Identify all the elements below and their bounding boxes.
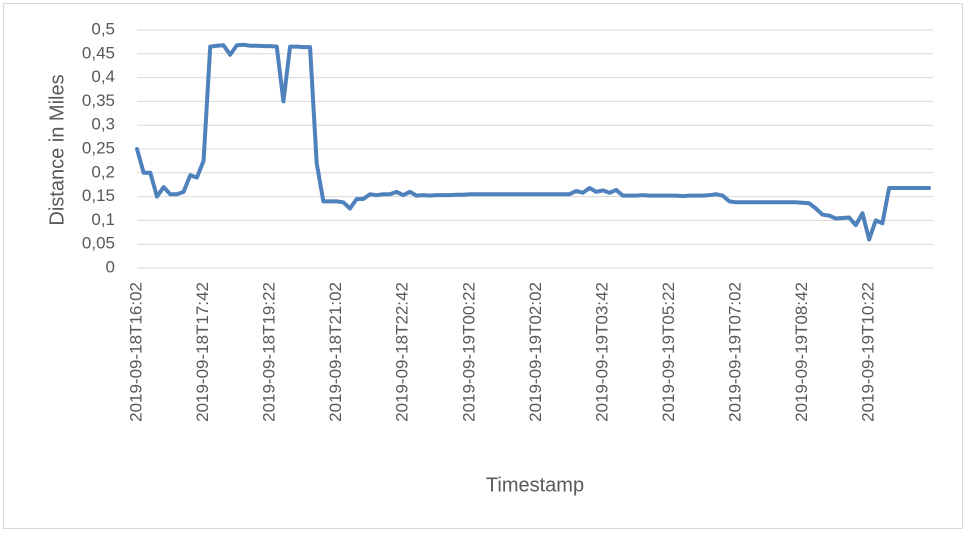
x-tick-label: 2019-09-19T03:42 bbox=[592, 282, 611, 422]
chart-border bbox=[3, 3, 963, 529]
x-tick-label: 2019-09-19T05:22 bbox=[659, 282, 678, 422]
x-tick-label: 2019-09-18T16:02 bbox=[126, 282, 145, 422]
y-tick-label: 0,4 bbox=[91, 67, 115, 86]
y-tick-label: 0,45 bbox=[82, 43, 115, 62]
y-tick-label: 0,15 bbox=[82, 186, 115, 205]
y-tick-label: 0,3 bbox=[91, 115, 115, 134]
x-tick-label: 2019-09-18T21:02 bbox=[326, 282, 345, 422]
x-tick-label: 2019-09-19T10:22 bbox=[859, 282, 878, 422]
y-tick-label: 0,35 bbox=[82, 91, 115, 110]
y-tick-label: 0,2 bbox=[91, 162, 115, 181]
x-tick-label: 2019-09-19T08:42 bbox=[792, 282, 811, 422]
y-tick-label: 0,5 bbox=[91, 19, 115, 38]
x-tick-label: 2019-09-19T07:02 bbox=[725, 282, 744, 422]
x-tick-label: 2019-09-18T17:42 bbox=[193, 282, 212, 422]
x-tick-label: 2019-09-19T02:02 bbox=[526, 282, 545, 422]
y-tick-label: 0,25 bbox=[82, 138, 115, 157]
y-axis-title: Distance in Miles bbox=[46, 74, 68, 225]
y-tick-label: 0,1 bbox=[91, 210, 115, 229]
x-tick-label: 2019-09-18T22:42 bbox=[393, 282, 412, 422]
x-tick-label: 2019-09-18T19:22 bbox=[260, 282, 279, 422]
x-axis-title: Timestamp bbox=[486, 474, 584, 496]
data-line bbox=[135, 42, 932, 242]
y-tick-label: 0,05 bbox=[82, 234, 115, 253]
y-tick-label: 0 bbox=[106, 257, 115, 276]
x-tick-label: 2019-09-19T00:22 bbox=[459, 282, 478, 422]
